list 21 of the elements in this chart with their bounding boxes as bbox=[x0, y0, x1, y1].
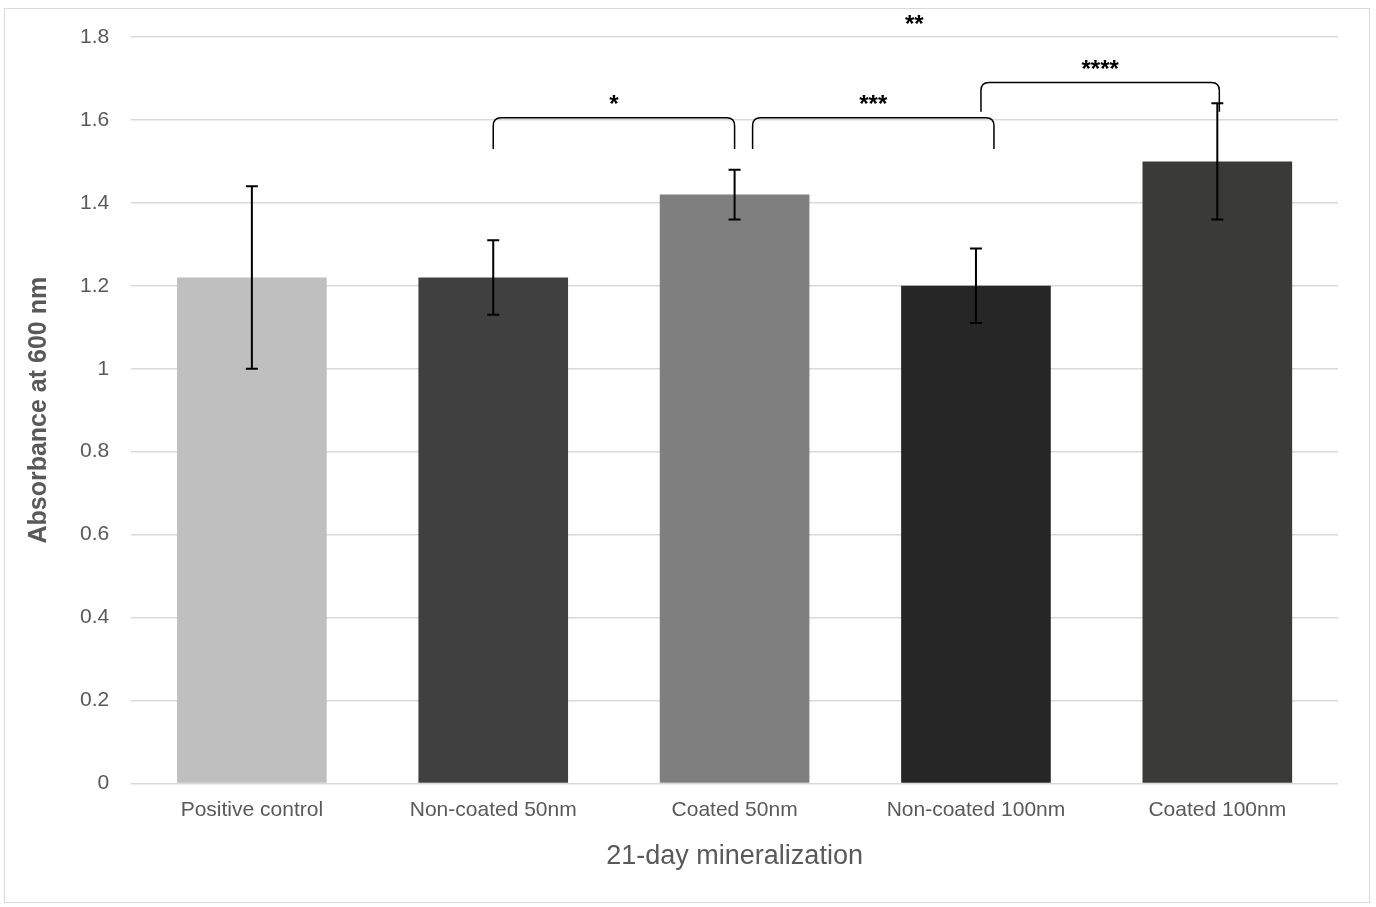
x-tick-label: Coated 100nm bbox=[1148, 796, 1287, 820]
y-tick-label: 0 bbox=[97, 770, 110, 794]
x-tick-label: Non-coated 50nm bbox=[409, 796, 577, 820]
annotation: ** bbox=[904, 10, 925, 37]
annotation: * bbox=[609, 89, 620, 117]
y-axis-title: Absorbance at 600 nm bbox=[22, 276, 51, 544]
y-tick-label: 1.2 bbox=[79, 272, 110, 296]
y-tick-label: 1.4 bbox=[79, 189, 110, 213]
x-tick-label: Positive control bbox=[180, 796, 324, 820]
y-tick-label: 0.8 bbox=[79, 438, 110, 462]
y-tick-label: 1.8 bbox=[79, 23, 110, 47]
y-tick-label: 0.2 bbox=[79, 687, 110, 711]
y-tick-label: 0.6 bbox=[79, 521, 110, 545]
x-axis-title: 21-day mineralization bbox=[606, 840, 863, 871]
x-tick-label: Non-coated 100nm bbox=[886, 796, 1066, 820]
y-tick-label: 1.6 bbox=[79, 106, 110, 130]
y-tick-label: 0.4 bbox=[79, 604, 110, 628]
y-tick-label: 1 bbox=[97, 355, 110, 379]
annotation: **** bbox=[1081, 54, 1120, 82]
x-tick-label: Coated 50nm bbox=[671, 796, 798, 820]
annotation: *** bbox=[859, 89, 888, 117]
